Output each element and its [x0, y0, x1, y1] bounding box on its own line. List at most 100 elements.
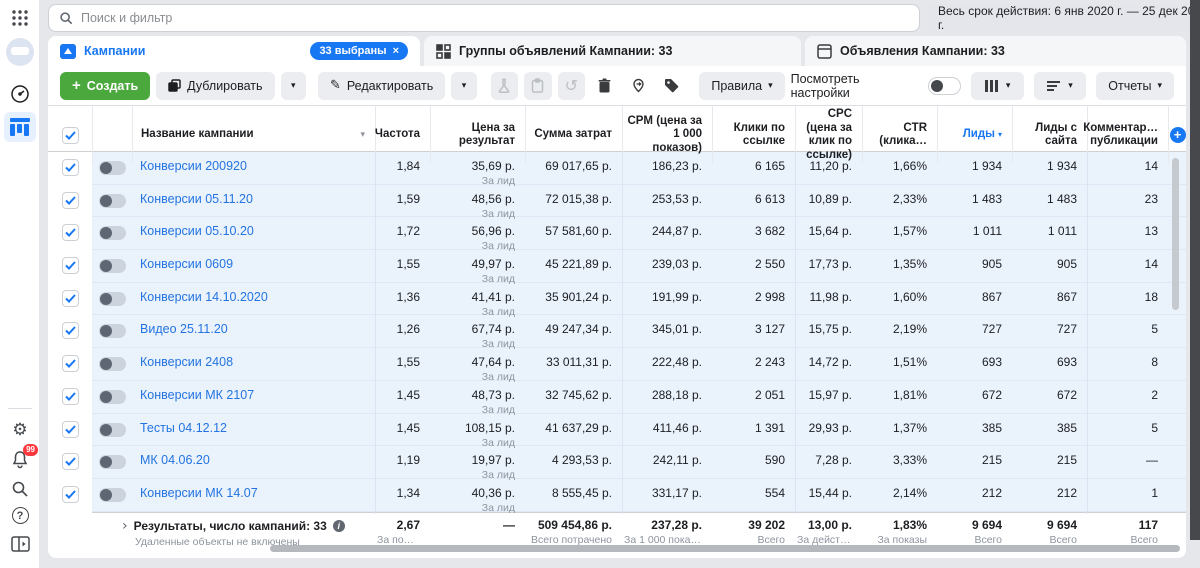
select-all-checkbox[interactable] — [48, 106, 92, 164]
campaign-active-toggle[interactable] — [92, 315, 132, 350]
campaign-name-link[interactable]: Конверсии 05.11.20 — [140, 191, 253, 206]
header-cpc[interactable]: CPC (цена за клик по ссылке) — [795, 106, 862, 165]
cell-leads: 1 934 — [971, 159, 1002, 173]
campaign-active-toggle[interactable] — [92, 152, 132, 187]
campaign-name-link[interactable]: Конверсии 05.10.20 — [140, 224, 254, 239]
row-checkbox[interactable] — [48, 478, 92, 514]
rules-button[interactable]: Правила ▾ — [699, 71, 785, 100]
create-button[interactable]: + Создать — [60, 71, 151, 100]
edit-button[interactable]: ✎ Редактировать — [317, 71, 446, 100]
row-checkbox[interactable] — [48, 380, 92, 416]
settings-gear-icon[interactable]: ⚙ — [12, 420, 28, 440]
cell-amount-spent: 4 293,53 р. — [551, 453, 612, 468]
cell-comments: 13 — [1087, 217, 1168, 253]
header-link-clicks[interactable]: Клики по ссылке — [712, 106, 795, 165]
tag-icon[interactable] — [658, 72, 685, 100]
row-checkbox[interactable] — [48, 152, 92, 187]
campaign-active-toggle[interactable] — [92, 348, 132, 383]
sidebar-search-icon[interactable] — [0, 480, 40, 498]
campaign-active-toggle[interactable] — [92, 479, 132, 514]
campaign-name-link[interactable]: Конверсии МК 14.07 — [140, 485, 258, 500]
duplicate-caret-button[interactable]: ▾ — [280, 71, 306, 100]
row-checkbox[interactable] — [48, 217, 92, 253]
row-checkbox[interactable] — [48, 282, 92, 318]
cell-comments: 5 — [1087, 315, 1168, 351]
business-avatar[interactable] — [0, 38, 40, 66]
header-ctr[interactable]: CTR (клика… — [862, 106, 937, 165]
campaign-name-link[interactable]: Конверсии 14.10.2020 — [140, 289, 268, 304]
duplicate-button[interactable]: Дублировать — [156, 71, 275, 100]
window-scrollbar-strip[interactable] — [1190, 0, 1200, 540]
columns-button[interactable]: ▾ — [971, 71, 1024, 100]
search-input[interactable]: Поиск и фильтр — [48, 4, 920, 32]
header-site-leads[interactable]: Лиды с сайта — [1012, 106, 1087, 165]
campaign-active-toggle[interactable] — [92, 414, 132, 449]
edit-caret-button[interactable]: ▾ — [451, 71, 477, 100]
campaign-active-toggle[interactable] — [92, 217, 132, 252]
cell-cpc: 11,20 р. — [795, 152, 862, 187]
dashboard-gauge-icon[interactable] — [0, 84, 40, 104]
table-footer-totals: › Результаты, число кампаний: 33 i Удале… — [48, 511, 1186, 548]
add-column-button[interactable]: + — [1168, 106, 1186, 165]
campaign-name-link[interactable]: Конверсии 200920 — [140, 159, 247, 173]
cell-spacer — [1168, 414, 1186, 449]
undo-icon: ↺ — [557, 71, 586, 100]
footer-results: › Результаты, число кампаний: 33 i Удале… — [92, 513, 375, 548]
campaign-active-toggle[interactable] — [92, 381, 132, 416]
tab-campaigns[interactable]: Кампании 33 выбраны × — [48, 36, 420, 66]
help-icon[interactable]: ? — [0, 507, 40, 524]
tab-adsets[interactable]: Группы объявлений Кампании: 33 — [424, 36, 801, 66]
reports-button[interactable]: Отчеты ▾ — [1096, 71, 1174, 100]
table-row: МК 04.06.20 1,19 19,97 р. За лид 4 293,53… — [48, 446, 1186, 482]
sort-caret-icon[interactable]: ▾ — [360, 129, 365, 140]
campaign-active-toggle[interactable] — [92, 446, 132, 481]
campaign-name-link[interactable]: Тесты 04.12.12 — [140, 420, 227, 435]
row-checkbox[interactable] — [48, 413, 92, 449]
vertical-scrollbar[interactable] — [1172, 158, 1179, 310]
campaign-active-toggle[interactable] — [92, 250, 132, 285]
header-cpm[interactable]: CPM (цена за 1 000 показов) — [622, 106, 712, 165]
campaign-name-link[interactable]: Конверсии 2408 — [140, 355, 234, 370]
ads-manager-table-icon[interactable] — [4, 112, 36, 142]
notifications-bell-icon[interactable]: 99 — [0, 444, 40, 469]
selected-count-badge[interactable]: 33 выбраны × — [310, 42, 408, 60]
info-icon[interactable]: i — [332, 519, 345, 532]
campaign-name-cell: Конверсии МК 14.07 — [132, 479, 375, 514]
table-body: Конверсии 200920 1,84 35,69 р. За лид 69 … — [48, 152, 1186, 514]
campaign-active-toggle[interactable] — [92, 185, 132, 220]
campaign-name-link[interactable]: Видео 25.11.20 — [140, 322, 228, 337]
campaign-active-toggle[interactable] — [92, 283, 132, 318]
row-checkbox[interactable] — [48, 446, 92, 482]
row-checkbox[interactable] — [48, 348, 92, 384]
cell-frequency: 1,19 — [375, 446, 430, 482]
breakdown-button[interactable]: ▾ — [1033, 71, 1087, 100]
header-campaign-name[interactable]: Название кампании ▾ — [132, 106, 375, 165]
campaign-name-link[interactable]: Конверсии МК 2107 — [140, 387, 255, 402]
tab-ads[interactable]: Объявления Кампании: 33 — [805, 36, 1186, 66]
campaign-name-link[interactable]: Конверсии 0609 — [140, 257, 234, 272]
horizontal-scrollbar[interactable] — [270, 545, 1180, 552]
delete-trash-icon[interactable] — [591, 72, 618, 100]
header-leads-sorted[interactable]: Лиды ▾ — [937, 106, 1012, 165]
cell-cost-per-result: 108,15 р. За лид — [464, 420, 515, 449]
cell-frequency: 1,36 — [375, 282, 430, 318]
view-settings-toggle[interactable] — [928, 76, 962, 95]
row-checkbox[interactable] — [48, 184, 92, 220]
footer-spacer — [1168, 513, 1186, 548]
cell-leads: 212 — [981, 485, 1002, 500]
row-checkbox[interactable] — [48, 250, 92, 286]
search-icon — [60, 12, 73, 25]
header-frequency[interactable]: Частота — [375, 106, 430, 165]
cell-cost-per-result: 49,97 р. За лид — [471, 257, 515, 286]
clear-selection-icon[interactable]: × — [392, 45, 399, 57]
header-amount-spent[interactable]: Сумма затрат — [525, 106, 622, 165]
collapse-panel-icon[interactable] — [0, 536, 40, 552]
date-range-selector[interactable]: Весь срок действия: 6 янв 2020 г. — 25 д… — [928, 4, 1200, 32]
header-comments[interactable]: Комментар… публикации — [1083, 106, 1168, 165]
apps-grid-icon[interactable] — [0, 9, 40, 27]
pin-swap-icon[interactable] — [624, 72, 651, 100]
expand-chevron-icon[interactable]: › — [122, 517, 128, 534]
row-checkbox[interactable] — [48, 315, 92, 351]
campaign-name-link[interactable]: МК 04.06.20 — [140, 453, 210, 468]
header-cost-per-result[interactable]: Цена за результат — [430, 106, 525, 165]
